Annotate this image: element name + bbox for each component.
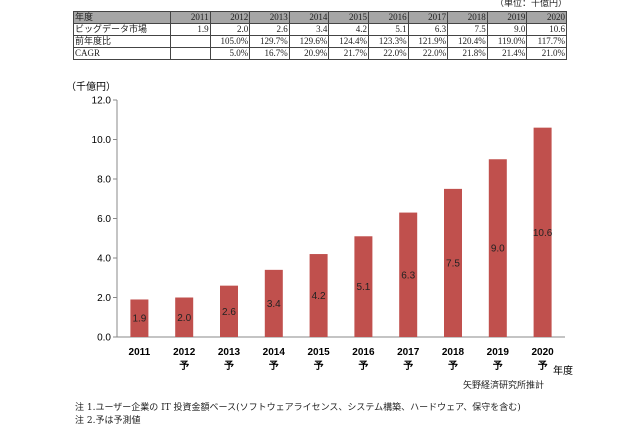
y-tick-label: 2.0 [97,293,111,304]
row-label: CAGR [73,47,171,60]
note-2: 注 2.予は予測値 [75,416,141,426]
bar [309,254,328,337]
table-cell: 22.0% [407,47,449,60]
bar [488,159,507,337]
y-tick-label: 8.0 [97,175,111,186]
y-tick-label: 0.0 [97,333,111,344]
table-cell: 5.0% [209,47,251,60]
bar [354,236,373,337]
table-row: CAGR 5.0% 16.7% 20.9% 21.7% 22.0% 22.0% 21.8% 21… [73,47,567,60]
bar [130,299,149,337]
table-cell: 2015 [328,11,369,24]
x-tick-sublabel: 予 [493,360,503,372]
x-tick-label: 2011 [129,347,151,358]
y-tick-label: 4.0 [97,254,111,265]
data-label: 1.9 [132,314,146,325]
bar [399,212,418,337]
table-cell: 21.0% [526,47,567,60]
x-axis-label: 年度 [553,364,573,377]
bar [175,297,194,337]
x-tick-sublabel: 予 [179,360,189,372]
data-label: 5.1 [356,282,370,293]
x-tick-label: 2015 [307,347,330,358]
table-cell: 2011 [170,11,211,24]
x-tick-label: 2012 [173,347,196,358]
x-tick-sublabel: 予 [538,360,548,372]
x-tick-sublabel: 予 [403,360,413,372]
market-table: 年度 2011 2012 2013 2014 2015 2016 2017 2018 2019 20… [73,11,567,60]
x-tick-label: 2018 [442,347,465,358]
unit-label: （単位：千億円） [494,0,567,9]
y-axis-label: （千億円） [66,80,116,93]
x-tick-label: 2014 [263,347,286,358]
bar [264,269,283,337]
y-tick-label: 10.0 [92,135,112,146]
y-tick-label: 12.0 [92,96,112,107]
data-label: 3.4 [267,299,281,310]
x-tick-label: 2016 [352,347,375,358]
data-label: 6.3 [401,270,415,281]
data-label: 9.0 [491,244,505,255]
table-cell: 2016 [367,11,409,24]
bar [444,188,462,337]
table-cell: 2020 [526,11,567,24]
bar [533,127,552,338]
note-1: 注 1.ユーザー企業の IT 投資金額ベース(ソフトウェアライセンス、システム構… [75,403,521,413]
x-tick-label: 2013 [218,347,241,358]
x-tick-label: 2019 [487,347,510,358]
x-tick-sublabel: 予 [314,360,324,372]
data-label: 4.2 [312,291,326,302]
table-row: ビッグデータ市場 1.9 2.0 2.6 3.4 4.2 5.1 6.3 7.5 9.0 10.6 [73,23,567,36]
data-label: 2.6 [222,307,236,318]
x-tick-sublabel: 予 [269,360,279,372]
data-label: 10.6 [533,228,553,239]
x-tick-label: 2017 [397,347,420,358]
x-tick-sublabel: 予 [448,360,458,372]
data-label: 2.0 [177,313,191,324]
bar [220,285,238,337]
x-tick-label: 2020 [531,347,554,358]
x-tick-sublabel: 予 [224,360,234,372]
row-label: 年度 [73,11,171,24]
y-tick-label: 6.0 [97,214,111,225]
data-label: 7.5 [446,258,460,269]
source-note: 矢野経済研究所推計 [462,381,544,391]
x-tick-sublabel: 予 [358,360,368,372]
